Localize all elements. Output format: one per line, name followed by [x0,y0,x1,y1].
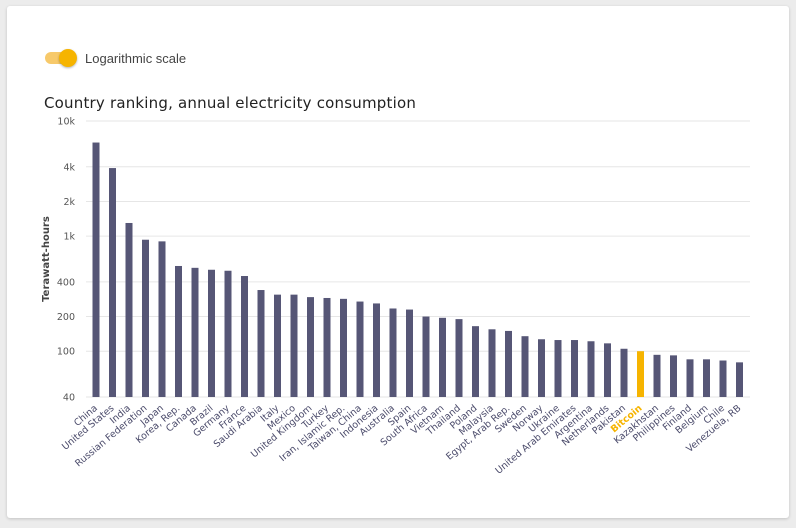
bar [587,341,595,397]
bar [323,297,331,397]
bar [191,267,199,397]
bar [455,319,463,397]
bar [224,270,232,397]
bar [670,355,677,397]
y-tick-label: 10k [57,117,75,128]
toggle-knob[interactable] [59,49,77,67]
y-tick-label: 4k [63,162,75,173]
bar [208,269,215,397]
bar [686,359,694,397]
bar [736,362,743,397]
bar [290,294,298,397]
y-tick-label: 1k [63,232,75,243]
bar [571,340,578,397]
bar [257,290,265,397]
bar [422,316,430,397]
chart-card: Logarithmic scale Country ranking, annua… [7,6,789,518]
bar [406,309,413,397]
bar [439,317,446,397]
y-tick-label: 40 [63,393,75,404]
chart-title: Country ranking, annual electricity cons… [44,94,417,112]
bar [488,329,496,397]
y-tick-label: 2k [63,197,75,208]
bar [554,340,562,397]
y-axis-label: Terawatt-hours [41,216,52,302]
bar [241,276,248,397]
bar [703,359,710,397]
bar [505,330,512,397]
bar [538,339,545,397]
bar [356,301,364,397]
bar [389,308,397,397]
bar [158,241,166,397]
bar [109,168,116,397]
bar [521,336,529,397]
log-scale-control: Logarithmic scale [45,48,186,68]
bar [373,303,380,397]
bar [620,348,628,397]
y-tick-label: 400 [57,277,75,288]
log-scale-toggle[interactable] [45,48,77,68]
bar [340,298,347,397]
bar [125,222,133,397]
bar [274,294,281,397]
y-tick-label: 200 [57,312,75,323]
bar [472,326,479,397]
bar [604,343,611,397]
bar [142,239,149,397]
bar-bitcoin [637,351,644,397]
bar [653,354,661,397]
bar [307,297,314,397]
bar [719,360,727,397]
log-scale-label: Logarithmic scale [85,50,187,66]
y-tick-label: 100 [57,347,75,358]
bar [92,142,100,397]
bar [175,265,182,397]
